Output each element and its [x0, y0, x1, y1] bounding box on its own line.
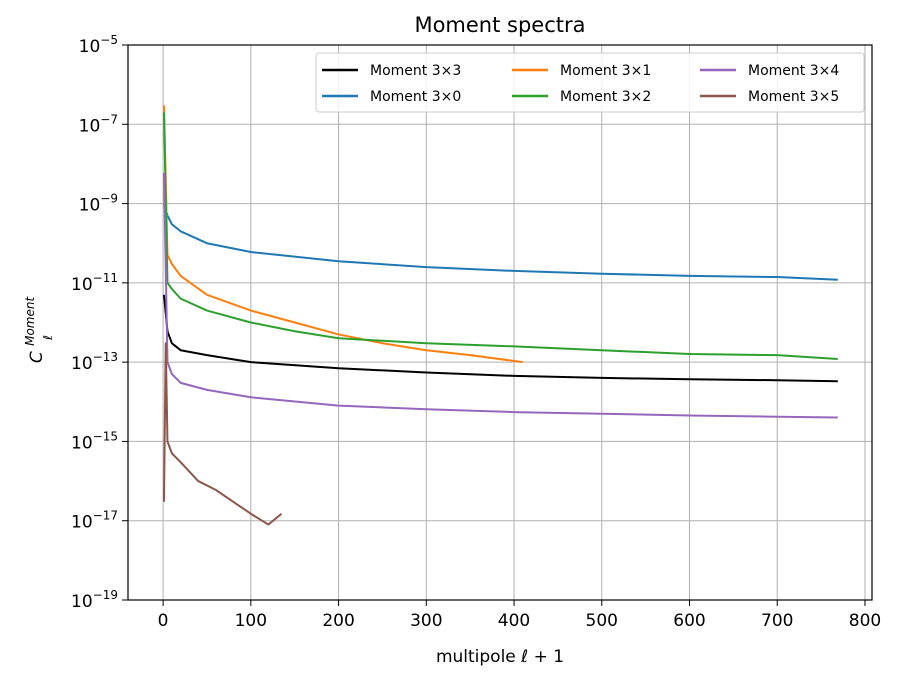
legend-entry-label: Moment 3×2	[560, 89, 651, 105]
legend-entry-label: Moment 3×3	[370, 63, 461, 79]
series-line-3	[162, 105, 523, 364]
y-tick-label-base: 10	[71, 433, 93, 453]
y-tick-label: 10−19	[71, 588, 118, 612]
x-tick-label: 700	[761, 611, 793, 631]
x-axis-ticks: 0 100 200 300 400 500 600 700 800	[158, 600, 881, 631]
y-tick-label-base: 10	[79, 37, 101, 57]
legend-entry-label: Moment 3×4	[748, 63, 839, 79]
x-tick-label: 300	[410, 611, 442, 631]
y-tick-label: 10−15	[71, 429, 118, 453]
y-tick-label-exponent: −11	[93, 271, 118, 285]
y-tick-label-exponent: −19	[93, 588, 118, 602]
y-tick-label: 10−13	[71, 350, 118, 374]
y-tick-label-exponent: −15	[93, 429, 118, 443]
series-line-4	[162, 112, 838, 360]
svg-text:C Moment: C Moment	[23, 296, 47, 364]
y-axis-label-sup: Moment	[23, 296, 37, 346]
y-tick-label-base: 10	[71, 275, 93, 295]
series-line-5	[162, 172, 838, 419]
y-tick-label-exponent: −17	[93, 509, 118, 523]
y-tick-label: 10−9	[79, 192, 118, 216]
y-axis-label-main: C	[27, 351, 47, 363]
y-tick-label-base: 10	[79, 196, 101, 216]
x-tick-label: 500	[586, 611, 618, 631]
x-tick-label: 400	[498, 611, 530, 631]
y-axis-label: C Moment ℓ	[23, 296, 55, 364]
y-tick-label: 10−5	[79, 33, 118, 57]
series-line-1	[162, 294, 838, 383]
x-tick-label: 100	[235, 611, 267, 631]
series-line-6	[162, 342, 283, 526]
y-tick-label-base: 10	[71, 354, 93, 374]
legend-box	[315, 52, 865, 113]
x-tick-label: 600	[673, 611, 705, 631]
y-tick-label: 10−7	[79, 112, 118, 136]
x-tick-label: 200	[322, 611, 354, 631]
y-tick-label-exponent: −7	[100, 112, 118, 126]
y-tick-label-base: 10	[79, 116, 101, 136]
legend-entry-label: Moment 3×5	[748, 89, 839, 105]
y-tick-label: 10−11	[71, 271, 118, 295]
x-tick-label: 0	[158, 611, 169, 631]
series-lines	[162, 105, 838, 526]
y-tick-label-exponent: −13	[93, 350, 118, 364]
legend: Moment 3×3 Moment 3×0 Moment 3×1 Moment 3×2…	[315, 52, 865, 113]
x-axis-label: multipole ℓ + 1	[436, 647, 564, 667]
x-tick-label: 800	[849, 611, 881, 631]
y-tick-label-exponent: −9	[100, 192, 118, 206]
chart-title: Moment spectra	[414, 13, 585, 37]
y-tick-label-base: 10	[71, 592, 93, 612]
y-tick-label-base: 10	[71, 513, 93, 533]
plot-frame	[127, 44, 873, 601]
y-tick-label: 10−17	[71, 509, 118, 533]
y-tick-label-exponent: −5	[100, 33, 118, 47]
y-axis-label-sub: ℓ	[41, 335, 55, 341]
series-line-2	[163, 203, 838, 281]
legend-entry-label: Moment 3×1	[560, 63, 651, 79]
legend-entry-label: Moment 3×0	[370, 89, 461, 105]
